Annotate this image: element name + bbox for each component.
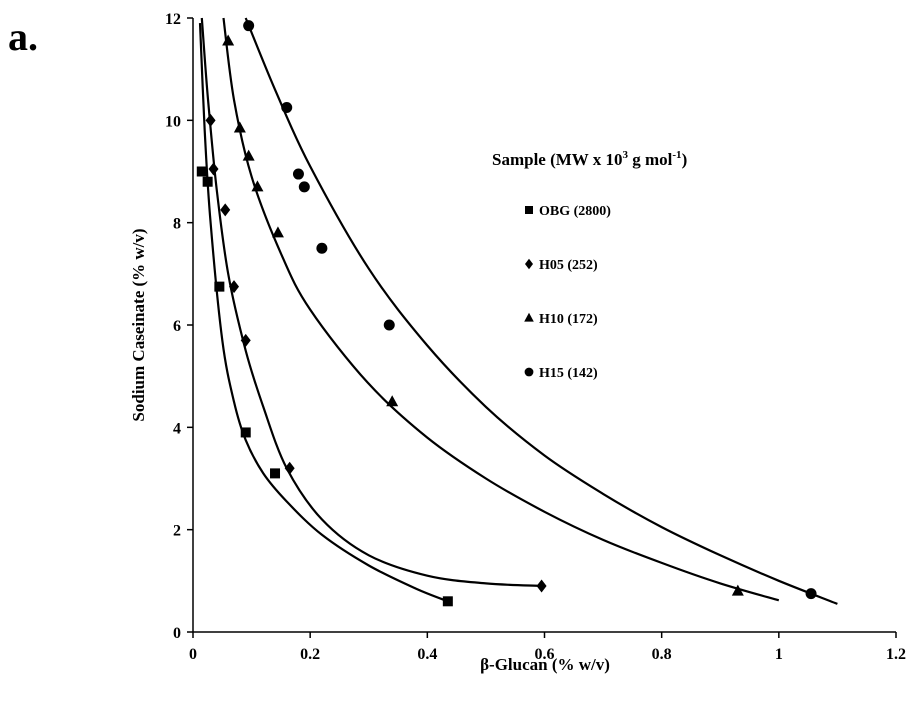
data-point-triangle <box>242 149 255 161</box>
legend-title: Sample (MW x 103 g mol-1) <box>492 149 687 169</box>
legend-marker-triangle <box>524 312 534 322</box>
legend-label: H15 (142) <box>539 366 598 381</box>
x-tick-label: 0.6 <box>535 646 555 663</box>
x-tick-label: 1 <box>775 646 783 663</box>
data-point-square <box>442 596 453 607</box>
data-point-circle <box>316 242 328 254</box>
data-point-square <box>214 281 225 292</box>
data-point-square <box>270 468 281 479</box>
y-tick-label: 12 <box>165 11 181 28</box>
data-point-square <box>240 427 251 438</box>
x-tick-label: 0.2 <box>300 646 320 663</box>
x-tick-label: 0.4 <box>417 646 437 663</box>
data-point-circle <box>298 181 310 193</box>
data-markers <box>196 20 817 607</box>
data-point-diamond <box>208 162 219 176</box>
x-axis-title: β-Glucan (% w/v) <box>480 655 610 674</box>
data-point-square <box>196 166 207 177</box>
legend-label: OBG (2800) <box>539 204 611 219</box>
legend-marker-square <box>525 206 533 214</box>
data-point-triangle <box>271 226 284 238</box>
axis-ticks: 0 0.2 0.4 0.6 0.8 1 1.2 0 2 4 6 8 10 12 <box>165 11 906 663</box>
data-point-triangle <box>222 34 235 46</box>
data-point-square <box>202 176 213 187</box>
legend: OBG (2800) H05 (252) H10 (172) H15 (142) <box>524 204 611 381</box>
data-point-triangle <box>731 584 744 596</box>
data-point-circle <box>805 588 817 600</box>
y-axis-title: Sodium Caseinate (% w/v) <box>129 228 148 421</box>
y-tick-label: 6 <box>173 318 181 335</box>
panel-label: a. <box>8 14 38 59</box>
data-point-circle <box>281 102 293 114</box>
fit-curve-triangle <box>222 17 780 602</box>
y-tick-label: 4 <box>173 420 181 437</box>
fit-curve-diamond <box>200 17 542 588</box>
y-tick-label: 0 <box>173 625 181 642</box>
data-point-circle <box>243 20 255 32</box>
y-tick-label: 2 <box>173 523 181 540</box>
data-point-diamond <box>284 461 295 475</box>
data-point-triangle <box>251 180 264 192</box>
data-point-triangle <box>233 121 246 133</box>
y-tick-label: 8 <box>173 216 181 233</box>
data-point-circle <box>292 168 304 180</box>
legend-marker-diamond <box>525 258 533 270</box>
data-point-diamond <box>536 579 547 593</box>
legend-marker-circle <box>524 367 534 377</box>
data-point-circle <box>383 319 395 331</box>
x-tick-label: 0 <box>189 646 197 663</box>
data-point-diamond <box>205 113 216 127</box>
legend-label: H05 (252) <box>539 258 598 273</box>
data-point-diamond <box>229 280 240 294</box>
x-tick-label: 0.8 <box>652 646 672 663</box>
y-tick-label: 10 <box>165 113 181 130</box>
data-point-triangle <box>386 395 399 407</box>
fit-curve-circle <box>244 17 838 605</box>
data-point-diamond <box>220 203 231 217</box>
data-point-diamond <box>240 333 251 347</box>
x-tick-label: 1.2 <box>886 646 906 663</box>
fit-curves <box>198 17 838 605</box>
legend-label: H10 (172) <box>539 312 598 327</box>
